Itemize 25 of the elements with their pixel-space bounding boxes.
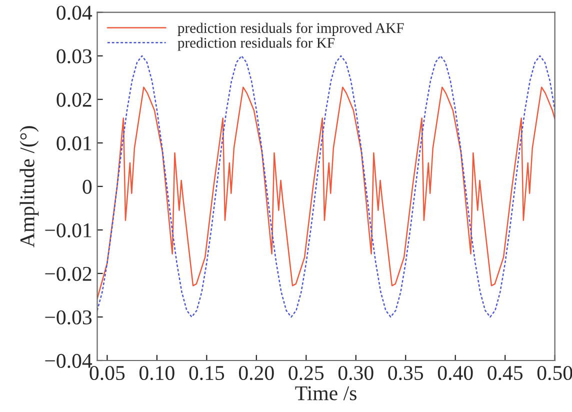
x-tick-label: 0.30 (338, 366, 374, 380)
legend-label: prediction residuals for improved AKF (178, 22, 404, 36)
x-tick-label: 0.50 (537, 366, 572, 380)
y-tick-label: 0 (82, 180, 92, 194)
x-tick-label: 0.15 (189, 366, 224, 380)
x-axis-title: Time /s (295, 386, 356, 400)
y-tick-label: 0.04 (56, 6, 92, 20)
y-tick-label: −0.04 (45, 354, 92, 368)
x-tick-label: 0.40 (438, 366, 473, 380)
y-tick-label: −0.03 (45, 310, 92, 325)
line-series (97, 86, 555, 300)
y-tick-label: 0.01 (56, 136, 92, 150)
x-tick-label: 0.20 (238, 366, 274, 380)
line-series (97, 55, 555, 318)
y-tick-label: 0.02 (56, 92, 92, 107)
y-tick-label: −0.02 (45, 266, 92, 281)
x-tick-label: 0.05 (90, 366, 125, 380)
x-tick-label: 0.10 (139, 366, 174, 380)
y-axis-title: Amplitude /(°) (20, 126, 39, 248)
x-tick-label: 0.35 (388, 366, 424, 380)
x-tick-label: 0.25 (288, 366, 324, 380)
legend-label: prediction residuals for KF (178, 37, 334, 51)
y-tick-label: −0.01 (45, 223, 92, 238)
x-tick-label: 0.45 (488, 366, 523, 380)
y-tick-label: 0.03 (56, 49, 92, 64)
